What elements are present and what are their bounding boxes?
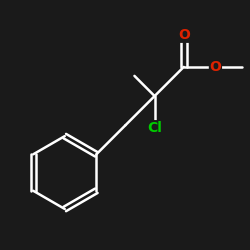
- Text: O: O: [178, 28, 190, 42]
- Text: O: O: [210, 60, 222, 74]
- Text: Cl: Cl: [147, 121, 162, 135]
